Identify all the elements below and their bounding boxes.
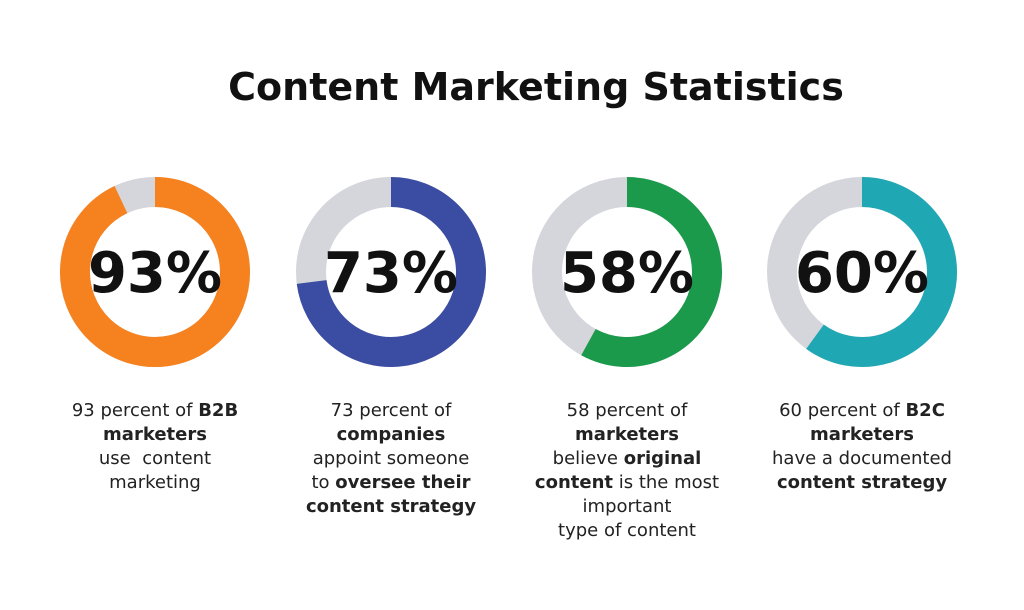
description-run: B2C [905,400,944,421]
description-line: content strategy [306,496,476,517]
description-line: 93 percent of B2B [72,400,238,421]
donut-arc [806,177,957,367]
description-run: original [624,448,702,469]
description-run: marketing [109,472,201,493]
description-run: B2B [198,400,238,421]
description-line: content strategy [777,472,947,493]
description-run: 58 percent of [567,400,688,421]
description-run: to [311,472,335,493]
description-run: content [535,472,613,493]
description-run: marketers [575,424,679,445]
description-run: marketers [810,424,914,445]
description-run: 60 percent of [779,400,905,421]
value-label: 93% [88,241,222,306]
description-line: important [583,496,672,517]
description-line: type of content [558,520,696,541]
description-run: important [583,496,672,517]
description-run: appoint someone [313,448,470,469]
donut-arc [296,177,486,367]
description-line: 60 percent of B2C [779,400,945,421]
description-run: companies [337,424,446,445]
description-run: oversee their [335,472,470,493]
description-line: marketers [103,424,207,445]
value-label: 73% [324,241,458,306]
donut-arc [60,177,250,367]
description-line: to oversee their [311,472,470,493]
description-run: use content [99,448,211,469]
description-run: content strategy [777,472,947,493]
description-line: appoint someone [313,448,470,469]
description-run: believe [553,448,624,469]
description-run: type of content [558,520,696,541]
description-run: content strategy [306,496,476,517]
description-line: marketing [109,472,201,493]
value-label: 58% [560,241,694,306]
description-line: companies [337,424,446,445]
description-run: is the most [613,472,719,493]
description-line: content is the most [535,472,719,493]
description-line: believe original [553,448,702,469]
value-label: 60% [795,241,929,306]
description-run: have a documented [772,448,952,469]
description-line: 73 percent of [331,400,452,421]
donut-arc [581,177,722,367]
title: Content Marketing Statistics [228,65,844,109]
description-run: marketers [103,424,207,445]
description-line: 58 percent of [567,400,688,421]
description-line: use content [99,448,211,469]
description-run: 73 percent of [331,400,452,421]
description-line: marketers [810,424,914,445]
description-line: have a documented [772,448,952,469]
description-line: marketers [575,424,679,445]
description-run: 93 percent of [72,400,198,421]
